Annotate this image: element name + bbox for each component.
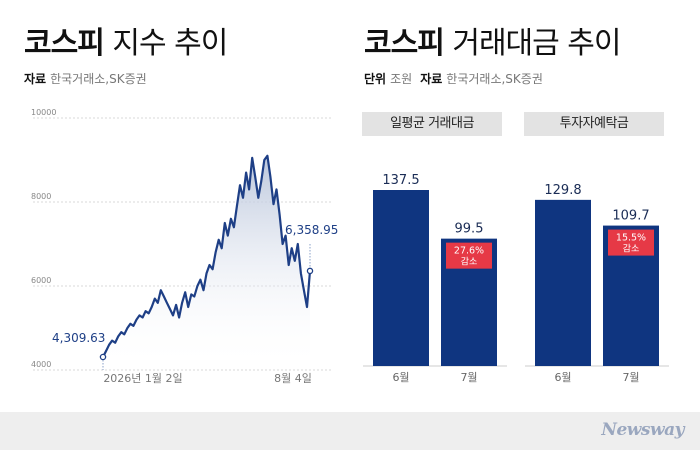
category-label: 6월 [554,371,571,384]
decrease-badge [446,242,492,269]
bar-value-label: 129.8 [544,183,581,198]
bar-value-label: 109.7 [612,209,649,224]
left-source: 자료 한국거래소,SK증권 [24,70,147,87]
right-source: 단위 조원 자료 한국거래소,SK증권 [364,70,543,87]
category-label: 7월 [460,371,477,384]
bar-1-1 [373,190,429,366]
index-area [103,155,310,370]
panel2-title: 투자자예탁금 [524,112,664,136]
decrease-badge-pct: 15.5% [616,233,646,244]
end-value-label: 6,358.95 [285,223,338,237]
y-tick-label: 4000 [31,360,51,369]
start-point [99,353,107,361]
left-source-value: 한국거래소,SK증권 [50,72,147,86]
panel1-title: 일평균 거래대금 [362,112,502,136]
right-source-label: 자료 [420,72,443,86]
decrease-badge-text: 감소 [623,243,640,255]
y-tick-label: 10000 [31,108,56,117]
decrease-badge-pct: 27.6% [454,246,484,257]
left-title-light: 지수 추이 [112,26,228,61]
x-tick-label: 8월 4일 [274,371,312,385]
newsway-logo: Newsway [601,420,684,440]
left-title-bold: 코스피 [24,26,105,61]
bar-value-label: 137.5 [382,173,419,188]
decrease-badge-text: 감소 [461,256,478,268]
left-title: 코스피 지수 추이 [24,18,228,62]
index-line [102,154,312,358]
end-point [306,267,314,275]
right-unit-label: 단위 [364,72,387,86]
decrease-badge [608,229,654,256]
bar-2-1 [535,199,591,366]
category-label: 6월 [392,371,409,384]
index-line-chart: 10000 8000 6000 4000 4,309.63 6,358.95 2026년 1… [31,108,338,385]
left-source-label: 자료 [24,72,47,86]
charts-svg: 10000 8000 6000 4000 4,309.63 6,358.95 2026년 1… [31,108,669,385]
x-tick-label: 2026년 1월 2일 [103,371,182,385]
y-tick-label: 6000 [31,276,51,285]
start-value-label: 4,309.63 [52,331,105,345]
y-tick-label: 8000 [31,192,51,201]
right-title-bold: 코스피 [364,26,445,61]
footer-bar [0,412,700,450]
bar-charts: 137.56월99.57월27.6%감소129.86월109.77월15.5%감… [363,173,669,384]
category-label: 7월 [622,371,639,384]
bar-value-label: 99.5 [455,222,484,237]
right-title: 코스피 거래대금 추이 [364,18,622,62]
right-source-value: 한국거래소,SK증권 [446,72,543,86]
right-unit-value: 조원 [390,72,413,86]
right-title-light: 거래대금 추이 [452,26,621,61]
